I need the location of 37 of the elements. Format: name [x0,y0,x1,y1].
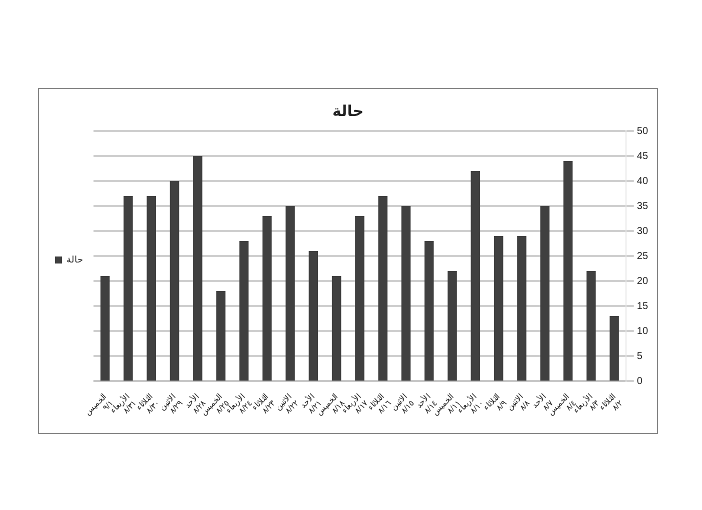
bar [517,236,526,381]
x-tick-label: الثلاثاء ٨/٢ [597,392,624,412]
bar [308,251,318,381]
bar [563,161,573,381]
bar [146,196,156,381]
bar [448,271,457,381]
bar [124,196,133,381]
y-tick-label: 0 [636,376,643,387]
bar [262,216,272,381]
bar [239,241,249,381]
bar [332,276,342,381]
y-tick-label: 20 [636,276,648,287]
bar [378,196,388,381]
y-tick-label: 40 [636,176,648,187]
y-tick-label: 45 [636,150,648,162]
bar [540,206,550,381]
y-tick-label: 25 [636,250,648,262]
bar [286,206,295,381]
bar [100,276,110,381]
chart-title: حالة [332,102,364,120]
y-tick-label: 10 [636,326,648,337]
y-tick-label: 30 [636,226,648,237]
y-tick-label: 5 [636,350,643,362]
bar [494,236,504,381]
bar [193,156,202,381]
bar [470,171,480,381]
y-tick-label: 15 [636,300,648,312]
legend-label: حالة [66,254,84,264]
y-tick-label: 35 [636,200,648,212]
bar [401,206,411,381]
y-tick-label: 50 [636,126,648,137]
bar [355,216,364,381]
bar [424,241,434,381]
bar [586,271,596,381]
bar [216,291,226,381]
bar [170,181,180,381]
bar [610,316,619,381]
